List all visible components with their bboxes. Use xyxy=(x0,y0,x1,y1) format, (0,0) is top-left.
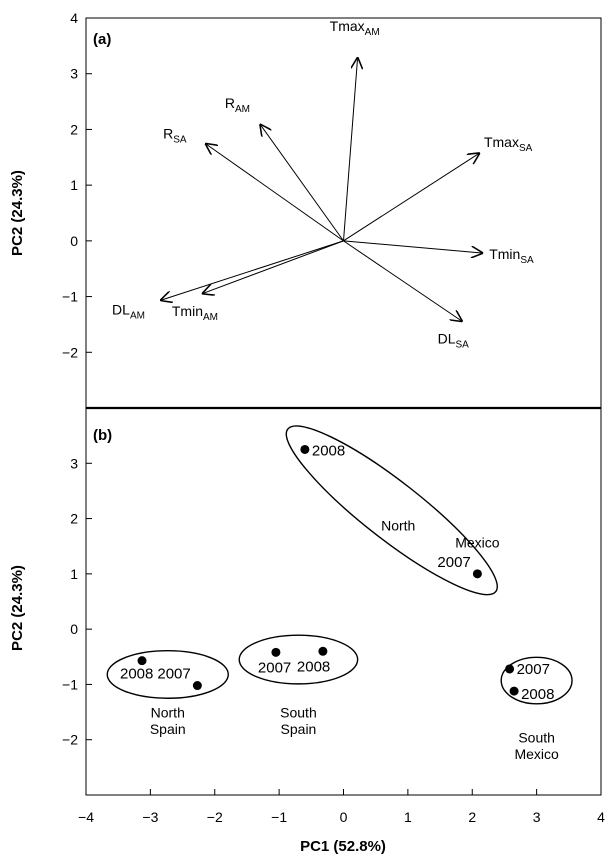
scatter-point xyxy=(271,647,281,657)
panel-b-y-tick-label: −2 xyxy=(62,732,78,748)
panel-a-label: (a) xyxy=(93,31,111,48)
group-label-line1: South xyxy=(280,705,317,721)
panel-b-x-tick-label: 3 xyxy=(533,809,541,825)
point-label: 2007 xyxy=(258,659,291,676)
panel-b-y-tick-label: 2 xyxy=(70,511,78,527)
group-label-line1: North xyxy=(151,705,185,721)
point-label: 2008 xyxy=(297,658,330,675)
vector-label: DLAM xyxy=(112,301,145,321)
vector-arrow xyxy=(205,143,344,242)
panel-b-group-ellipses xyxy=(106,425,573,705)
panel-b-x-tick-label: 1 xyxy=(404,809,412,825)
panel-b-group-labels: NorthMexicoNorthSpainSouthSpainSouthMexi… xyxy=(150,518,559,762)
group-ellipse xyxy=(106,650,229,699)
panel-a-y-tick-label: 2 xyxy=(70,121,78,137)
vector-arrow xyxy=(160,240,344,301)
panel-b-x-tick-label: −2 xyxy=(207,809,223,825)
panel-b-x-tick-label: 2 xyxy=(468,809,476,825)
scatter-point xyxy=(318,646,328,656)
group-label-line2: Spain xyxy=(150,721,186,737)
group-ellipse xyxy=(500,656,573,705)
panel-b-x-tick-label: −4 xyxy=(78,809,94,825)
panel-a-y-ticks: 4 3 2 1 0 −1 −2 xyxy=(62,10,92,360)
panel-a-y-tick-label: −2 xyxy=(62,344,78,360)
point-label: 2008 xyxy=(312,442,345,459)
scatter-point xyxy=(509,686,519,696)
group-label-line1: North xyxy=(381,518,415,534)
panel-b-x-tick-label: −1 xyxy=(271,809,287,825)
group-label-line1: South xyxy=(518,729,555,745)
vector-arrow xyxy=(202,240,344,294)
panel-b-x-axis-title: PC1 (52.8%) xyxy=(300,838,386,855)
point-label: 2007 xyxy=(157,666,190,683)
vector-label: RAM xyxy=(225,95,250,115)
vector-arrow xyxy=(260,124,344,242)
point-label: 2008 xyxy=(120,666,153,683)
vector-arrow xyxy=(343,240,463,322)
panel-b-y-tick-label: 3 xyxy=(70,455,78,471)
scatter-point xyxy=(192,681,202,691)
point-label: 2007 xyxy=(437,554,470,571)
panel-b-label: (b) xyxy=(93,427,112,444)
panel-b-x-tick-label: 0 xyxy=(340,809,348,825)
panel-a-vectors: TmaxAM RAM RSA TmaxSA TminSA DLAM TminAM DLSA xyxy=(112,18,534,351)
group-label-line2: Mexico xyxy=(514,746,559,762)
panel-b-y-ticks: 3 2 1 0 −1 −2 xyxy=(62,455,92,748)
panel-a-y-tick-label: 3 xyxy=(70,66,78,82)
scatter-point xyxy=(472,569,482,579)
panel-b-y-axis-title: PC2 (24.3%) xyxy=(9,565,26,651)
panel-a-y-tick-label: 0 xyxy=(70,233,78,249)
panel-a-y-tick-label: 4 xyxy=(70,10,78,26)
panel-b-y-tick-label: 1 xyxy=(70,566,78,582)
scatter-point xyxy=(300,444,310,454)
panel-b-y-tick-label: 0 xyxy=(70,621,78,637)
vector-label: TminSA xyxy=(489,246,534,266)
panel-b-x-tick-label: −3 xyxy=(142,809,158,825)
panel-a-frame xyxy=(85,17,602,409)
panel-b-y-tick-label: −1 xyxy=(62,676,78,692)
point-label: 2008 xyxy=(521,686,554,703)
vector-label: DLSA xyxy=(438,331,470,351)
panel-a-y-axis-title: PC2 (24.3%) xyxy=(9,170,26,256)
vector-label: TmaxAM xyxy=(330,18,380,38)
panel-b-x-ticks: −4 −3 −2 −1 0 1 2 3 4 xyxy=(78,789,605,825)
vector-arrow xyxy=(343,153,480,242)
vector-arrow xyxy=(343,57,358,241)
vector-label: TminAM xyxy=(172,303,218,323)
vector-arrow xyxy=(343,240,484,253)
vector-label: RSA xyxy=(163,125,187,145)
vector-label: TmaxSA xyxy=(484,134,533,154)
scatter-point xyxy=(137,656,147,666)
group-label-line2: Mexico xyxy=(455,534,500,550)
group-ellipse xyxy=(238,634,359,685)
panel-a-y-tick-label: 1 xyxy=(70,177,78,193)
panel-b-x-tick-label: 4 xyxy=(597,809,605,825)
point-label: 2007 xyxy=(517,661,550,678)
panel-a-y-tick-label: −1 xyxy=(62,289,78,305)
group-ellipse xyxy=(285,425,498,596)
scatter-point xyxy=(505,664,515,674)
group-label-line2: Spain xyxy=(281,721,317,737)
